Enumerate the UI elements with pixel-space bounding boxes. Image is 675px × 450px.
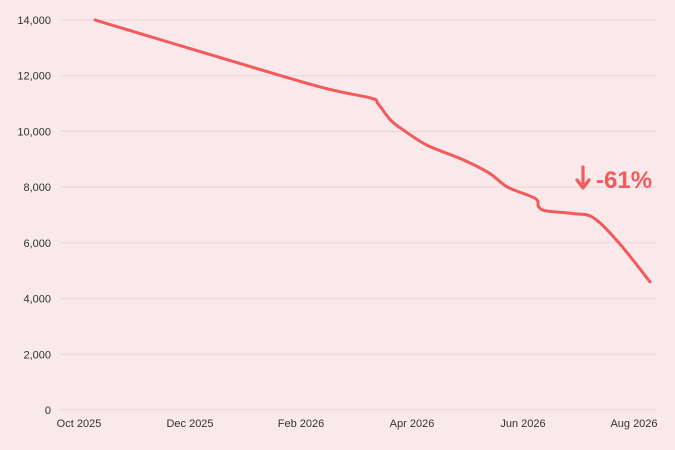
x-tick-label: Feb 2026 — [278, 418, 324, 430]
y-tick-label: 10,000 — [17, 126, 51, 138]
y-tick-label: 0 — [45, 405, 51, 417]
x-tick-label: Dec 2025 — [166, 418, 213, 430]
y-tick-label: 2,000 — [23, 349, 51, 361]
arrow-down-icon — [575, 165, 591, 190]
x-tick-label: Oct 2025 — [57, 418, 102, 430]
x-tick-label: Apr 2026 — [390, 418, 435, 430]
y-tick-label: 6,000 — [23, 238, 51, 250]
change-percentage-label: -61% — [596, 167, 652, 194]
y-tick-label: 8,000 — [23, 182, 51, 194]
y-tick-label: 12,000 — [17, 71, 51, 83]
series-layer — [93, 18, 652, 284]
y-tick-label: 4,000 — [23, 294, 51, 306]
x-tick-label: Jun 2026 — [500, 418, 545, 430]
series-line — [93, 18, 652, 284]
y-tick-label: 14,000 — [17, 15, 51, 27]
y-axis-ticks: 0 2,000 4,000 6,000 8,000 10,000 12,000 14,000 — [17, 15, 51, 417]
x-tick-label: Aug 2026 — [610, 418, 657, 430]
grid-lines — [60, 19, 656, 411]
x-axis-ticks: Oct 2025 Dec 2025 Feb 2026 Apr 2026 Jun 2026… — [57, 418, 658, 430]
change-annotation: -61% — [575, 165, 652, 194]
